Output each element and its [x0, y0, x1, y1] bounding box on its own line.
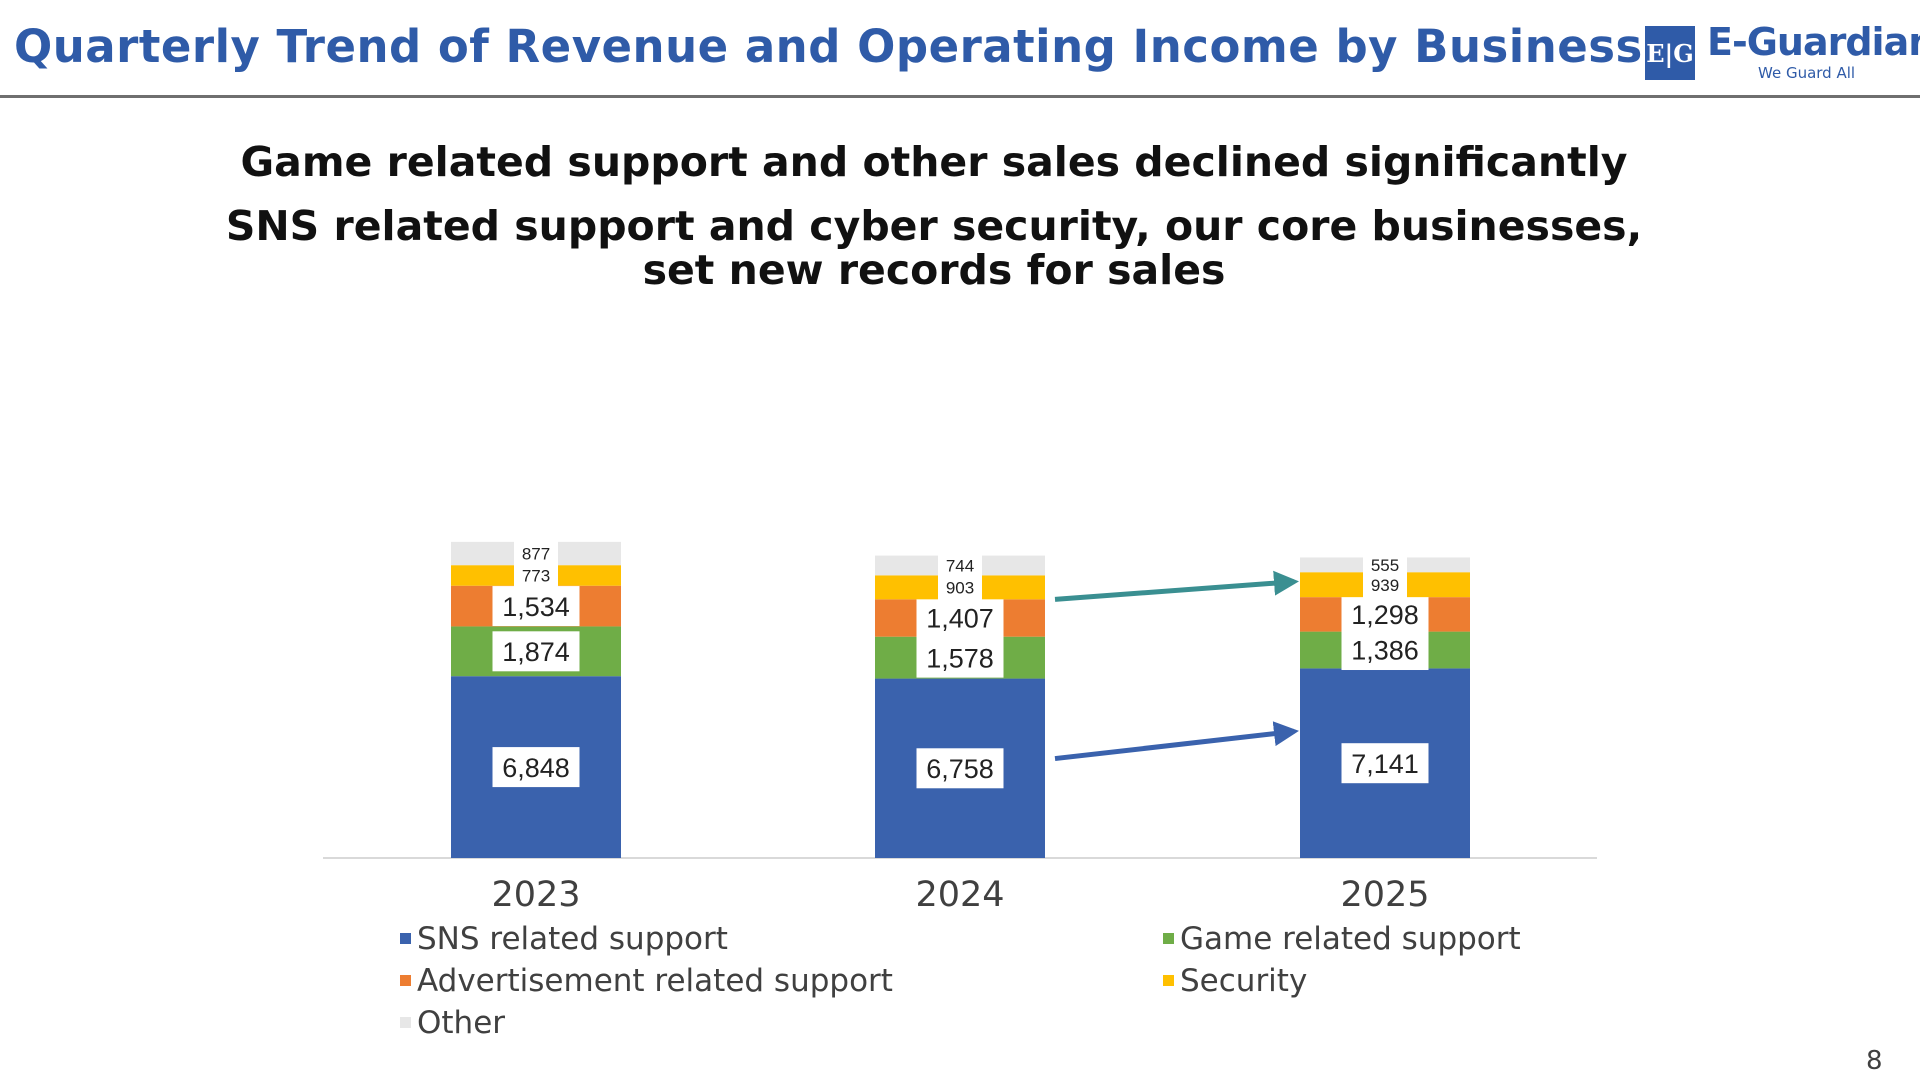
data-label-text: 6,848 — [502, 753, 570, 783]
page-number: 8 — [1866, 1046, 1883, 1076]
data-label-advertisement-related-support-2025: 1,298 — [1341, 594, 1429, 635]
slide-header: Quarterly Trend of Revenue and Operating… — [0, 0, 1920, 98]
data-label-text: 773 — [522, 567, 550, 586]
data-label-box — [492, 631, 580, 672]
data-label-text: 6,758 — [926, 754, 994, 784]
data-label-box — [916, 598, 1004, 639]
data-label-advertisement-related-support-2023: 1,534 — [492, 586, 580, 627]
data-label-game-related-support-2023: 1,874 — [492, 631, 580, 672]
data-label-security-2024: 903 — [938, 574, 982, 601]
data-label-box — [938, 574, 982, 601]
data-label-text: 7,141 — [1351, 749, 1419, 779]
x-tick-label-2024: 2024 — [915, 875, 1004, 915]
data-label-sns-related-support-2023: 6,848 — [492, 747, 580, 788]
company-logo: E|G E-Guardian We Guard All — [1645, 20, 1920, 84]
data-label-security-2023: 773 — [514, 562, 558, 589]
legend-label: Game related support — [1180, 921, 1521, 957]
logo-name-text: E-Guardian — [1707, 20, 1920, 64]
subtitle-line-3: set new records for sales — [642, 246, 1226, 294]
data-label-text: 1,874 — [502, 637, 570, 667]
logo-name: E-Guardian — [1707, 20, 1920, 64]
legend-swatch — [400, 975, 411, 986]
data-label-text: 1,534 — [502, 592, 570, 622]
data-label-text: 555 — [1371, 556, 1399, 575]
data-label-box — [492, 586, 580, 627]
data-label-game-related-support-2024: 1,578 — [916, 637, 1004, 678]
data-label-box — [916, 748, 1004, 789]
data-label-text: 1,578 — [926, 643, 994, 673]
legend-label: Advertisement related support — [417, 963, 893, 999]
legend-item-security: Security — [1163, 963, 1307, 999]
subtitle-line-1: Game related support and other sales dec… — [240, 138, 1628, 186]
data-label-text: 1,298 — [1351, 600, 1419, 630]
x-tick-label-2025: 2025 — [1340, 875, 1429, 915]
data-label-box — [1341, 630, 1429, 671]
subtitle-line-2: SNS related support and cyber security, … — [225, 202, 1643, 250]
data-label-box — [938, 552, 982, 579]
data-label-text: 877 — [522, 545, 550, 564]
data-label-advertisement-related-support-2024: 1,407 — [916, 598, 1004, 639]
legend-label: SNS related support — [417, 921, 728, 957]
data-label-box — [492, 747, 580, 788]
data-label-box — [514, 540, 558, 567]
data-label-box — [1341, 594, 1429, 635]
legend-label: Other — [417, 1005, 505, 1041]
data-label-text: 1,386 — [1351, 636, 1419, 666]
data-label-text: 1,407 — [926, 604, 994, 634]
data-label-game-related-support-2025: 1,386 — [1341, 630, 1429, 671]
legend-swatch — [400, 1017, 411, 1028]
legend-label: Security — [1180, 963, 1307, 999]
logo-mark-icon: E|G — [1645, 26, 1695, 80]
trend-arrow-sns-related-support — [1054, 721, 1299, 762]
data-label-text: 744 — [946, 557, 974, 576]
data-label-box — [1363, 551, 1407, 578]
legend-swatch — [1163, 975, 1174, 986]
data-label-other-2023: 877 — [514, 540, 558, 567]
data-label-box — [1341, 743, 1429, 784]
data-label-sns-related-support-2025: 7,141 — [1341, 743, 1429, 784]
header-divider — [0, 95, 1920, 98]
logo-tagline: We Guard All — [1758, 64, 1856, 82]
data-label-text: 903 — [946, 578, 974, 597]
data-label-other-2024: 744 — [938, 552, 982, 579]
data-label-other-2025: 555 — [1363, 551, 1407, 578]
legend-swatch — [1163, 933, 1174, 944]
trend-arrow-security — [1054, 570, 1299, 602]
legend-item-sns-related-support: SNS related support — [400, 921, 728, 957]
legend-item-other: Other — [400, 1005, 505, 1041]
data-label-text: 939 — [1371, 576, 1399, 595]
legend-item-advertisement-related-support: Advertisement related support — [400, 963, 893, 999]
legend-swatch — [400, 933, 411, 944]
data-label-sns-related-support-2024: 6,758 — [916, 748, 1004, 789]
data-label-box — [916, 637, 1004, 678]
page-title: Quarterly Trend of Revenue and Operating… — [14, 20, 1643, 73]
legend-item-game-related-support: Game related support — [1163, 921, 1521, 957]
x-tick-label-2023: 2023 — [491, 875, 580, 915]
data-label-box — [514, 562, 558, 589]
